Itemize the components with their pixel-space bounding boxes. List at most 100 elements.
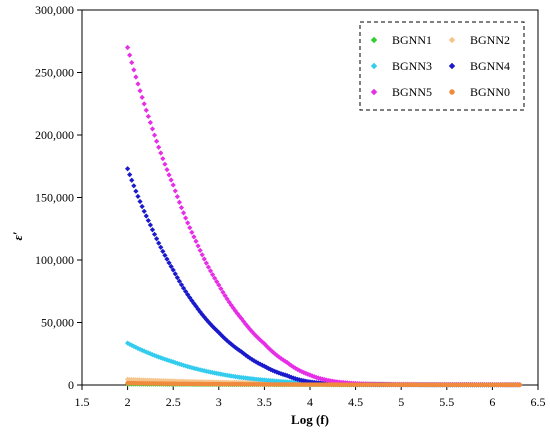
data-point — [282, 358, 288, 364]
data-point — [282, 372, 288, 378]
y-tick-label: 0 — [68, 378, 74, 392]
data-point — [183, 215, 189, 221]
data-point — [178, 205, 185, 211]
data-point — [517, 382, 522, 388]
data-point — [166, 357, 172, 364]
data-point — [317, 375, 323, 382]
data-point — [299, 368, 305, 375]
data-point — [160, 248, 166, 254]
data-point — [141, 348, 147, 354]
x-tick-label: 2 — [125, 395, 131, 409]
legend-box — [359, 21, 525, 111]
data-point — [147, 222, 153, 228]
y-tick-label: 50,000 — [41, 316, 74, 330]
data-point — [158, 244, 164, 250]
legend-label: BGNN4 — [470, 59, 510, 73]
data-point — [133, 74, 139, 80]
data-point — [172, 271, 178, 277]
data-point — [224, 296, 230, 302]
data-point — [189, 365, 195, 371]
legend: BGNN1 BGNN2 BGNN3 BGNN4 BGNN5 BGNN0 — [359, 21, 525, 111]
legend-label: BGNN5 — [392, 85, 432, 99]
data-point — [158, 150, 164, 156]
data-point — [143, 349, 149, 355]
data-point — [230, 305, 236, 311]
data-point — [162, 161, 168, 167]
data-point — [133, 188, 139, 194]
data-point — [164, 256, 170, 262]
x-tick-label: 6 — [489, 395, 495, 409]
series-layer — [125, 44, 523, 388]
data-point — [203, 316, 209, 323]
data-point — [276, 354, 282, 360]
data-point — [164, 167, 170, 173]
data-point — [290, 364, 297, 370]
y-tick-label: 250,000 — [35, 66, 74, 80]
x-axis: 1.5 2 2.5 3 3.5 4 4.5 5 5.5 6 6.5 — [75, 385, 546, 409]
x-axis-title: Log (f) — [291, 412, 329, 427]
data-point — [197, 247, 203, 254]
data-point — [185, 220, 191, 226]
data-point — [280, 357, 286, 363]
data-point — [172, 188, 178, 194]
data-point — [139, 203, 145, 210]
data-point — [178, 362, 185, 368]
legend-label: BGNN0 — [470, 85, 510, 99]
data-point — [232, 308, 238, 314]
legend-marker — [370, 36, 378, 44]
data-point — [205, 264, 212, 270]
legend-marker — [448, 36, 456, 44]
y-tick-label: 100,000 — [35, 253, 74, 267]
y-tick-label: 150,000 — [35, 191, 74, 205]
data-point — [185, 363, 191, 370]
data-point — [286, 373, 292, 380]
data-point — [189, 229, 195, 235]
data-point — [265, 345, 272, 351]
legend-label: BGNN2 — [470, 33, 510, 47]
data-point — [243, 321, 249, 327]
data-point — [174, 360, 180, 366]
data-point — [137, 198, 143, 205]
legend-marker — [449, 89, 455, 95]
data-point — [216, 282, 222, 288]
data-point — [154, 236, 160, 242]
data-point — [263, 364, 270, 370]
data-point — [253, 359, 259, 365]
data-point — [245, 324, 251, 330]
data-point — [139, 94, 145, 100]
data-point — [203, 260, 209, 266]
data-point — [176, 199, 183, 205]
data-point — [127, 341, 133, 347]
data-point — [176, 361, 183, 367]
data-point — [129, 59, 135, 66]
y-tick-label: 200,000 — [35, 128, 74, 142]
data-point — [168, 263, 174, 270]
x-tick-label: 6.5 — [531, 395, 546, 409]
x-tick-label: 5.5 — [439, 395, 454, 409]
series-bgnn0 — [125, 380, 522, 388]
data-point — [143, 107, 149, 113]
y-tick-label: 300,000 — [35, 3, 74, 17]
data-point — [214, 279, 220, 285]
data-point — [187, 364, 193, 370]
data-point — [137, 88, 143, 94]
legend-label: BGNN3 — [392, 59, 432, 73]
data-point — [201, 314, 207, 320]
data-point — [243, 352, 249, 358]
data-point — [180, 285, 187, 291]
data-point — [168, 358, 174, 364]
data-point — [160, 156, 166, 162]
data-point — [226, 339, 232, 346]
data-point — [207, 268, 214, 274]
data-point — [141, 101, 147, 107]
data-point — [176, 278, 183, 284]
data-point — [220, 289, 226, 295]
data-point — [145, 217, 151, 224]
x-tick-label: 2.5 — [166, 395, 181, 409]
data-point — [154, 138, 160, 144]
data-point — [145, 113, 151, 120]
data-point — [149, 227, 156, 233]
data-point — [183, 288, 189, 295]
data-point — [193, 238, 199, 244]
